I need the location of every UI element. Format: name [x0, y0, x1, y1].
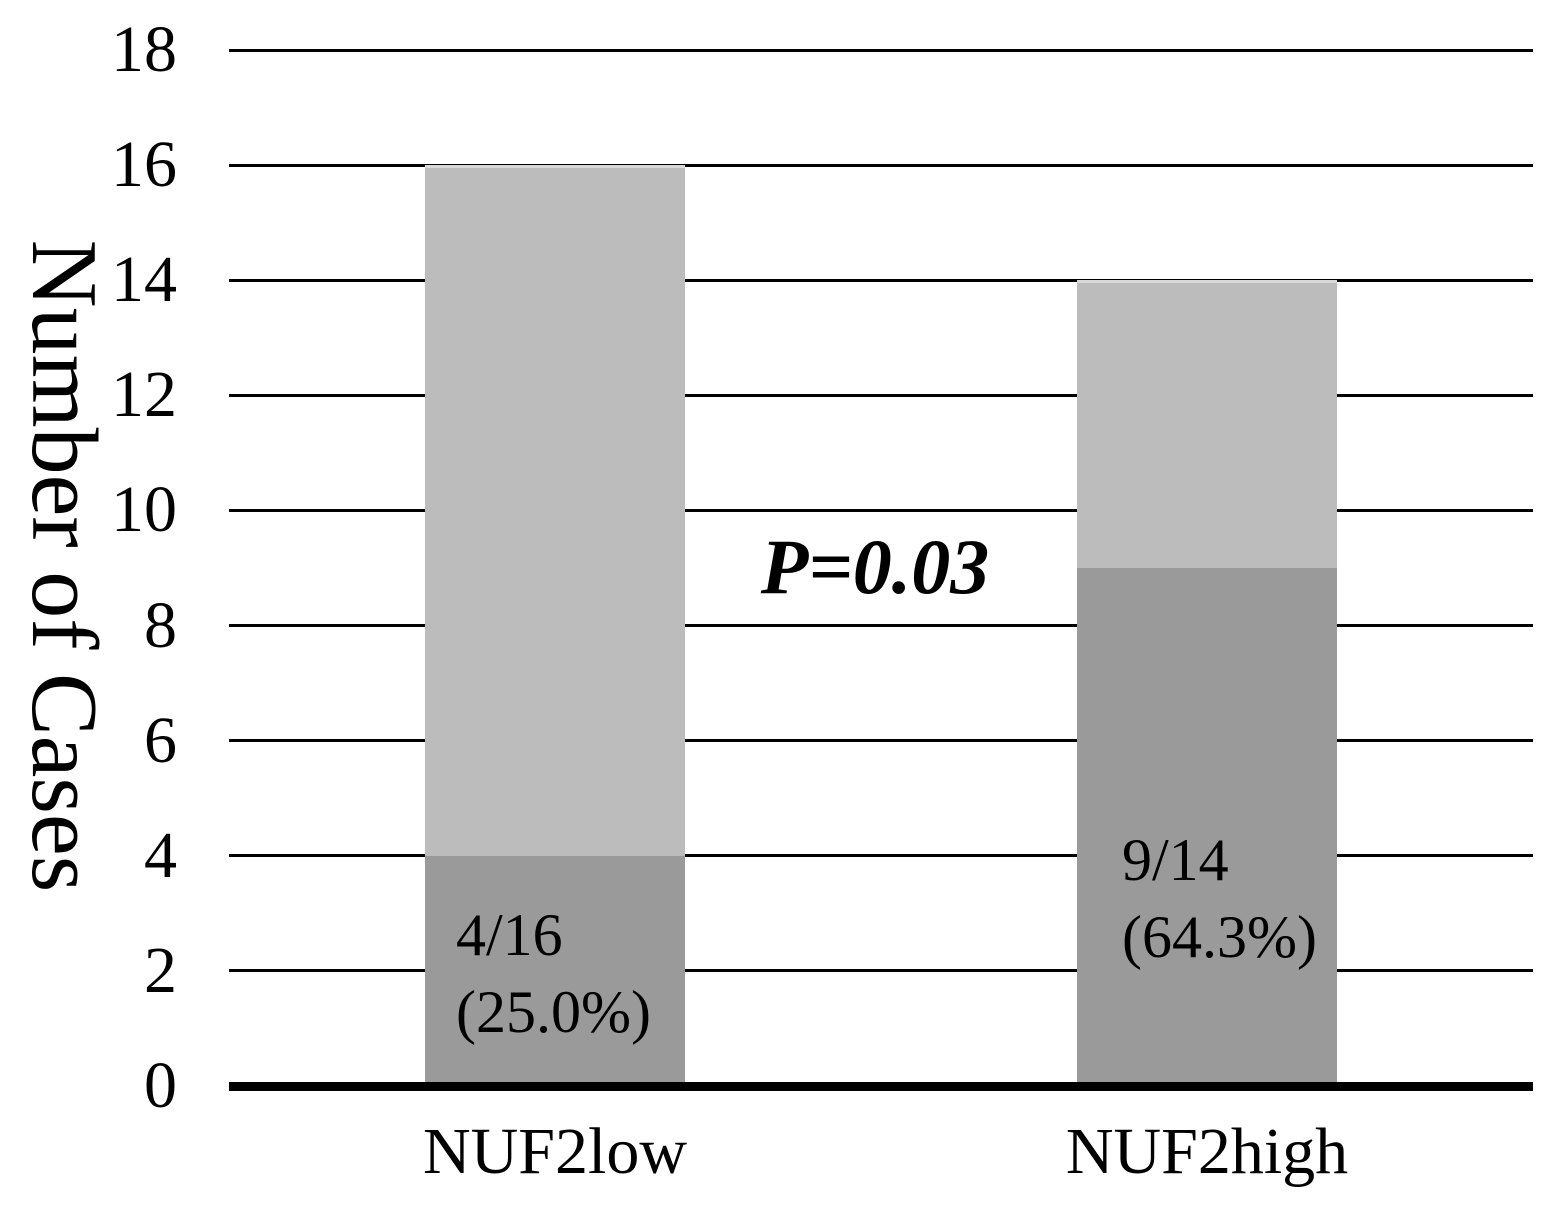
gridline-14 [229, 278, 1533, 282]
y-tick-label-16: 16 [111, 128, 177, 202]
bar-segment-dark-NUF2high [1077, 568, 1337, 1086]
gridline-4 [229, 854, 1533, 858]
bar-label-nuf2low: 4/16 (25.0%) [456, 897, 651, 1051]
bar-label-nuf2low-percent: (25.0%) [456, 979, 651, 1045]
y-tick-label-14: 14 [111, 243, 177, 317]
gridline-12 [229, 393, 1533, 397]
p-value-label: P=0.03 [760, 523, 990, 610]
plot-area [229, 48, 1533, 1091]
gridline-16 [229, 163, 1533, 167]
y-tick-label-6: 6 [144, 703, 177, 777]
y-tick-label-0: 0 [144, 1049, 177, 1122]
y-tick-label-8: 8 [144, 588, 177, 662]
category-label-nuf2low: NUF2low [422, 1115, 688, 1188]
bar-segment-light-NUF2low [425, 165, 685, 856]
category-label-nuf2high: NUF2high [1065, 1115, 1349, 1188]
bar-label-nuf2high: 9/14 (64.3%) [1122, 822, 1317, 976]
y-axis-title: Number of Cases [12, 239, 116, 893]
bar-label-nuf2high-count: 9/14 [1122, 827, 1229, 893]
bar-label-nuf2low-count: 4/16 [456, 902, 563, 968]
gridline-6 [229, 739, 1533, 743]
x-axis-baseline [229, 1082, 1533, 1091]
y-tick-label-2: 2 [144, 933, 177, 1007]
y-tick-label-10: 10 [111, 473, 177, 547]
gridline-8 [229, 624, 1533, 628]
bar-segment-light-NUF2high [1077, 280, 1337, 568]
gridline-2 [229, 969, 1533, 973]
bar-segment-dark-NUF2low [425, 855, 685, 1086]
y-tick-label-12: 12 [111, 358, 177, 432]
gridline-10 [229, 508, 1533, 512]
y-tick-label-18: 18 [111, 13, 177, 86]
gridline-18 [229, 48, 1533, 52]
y-tick-label-4: 4 [144, 818, 177, 892]
bar-label-nuf2high-percent: (64.3%) [1122, 904, 1317, 970]
